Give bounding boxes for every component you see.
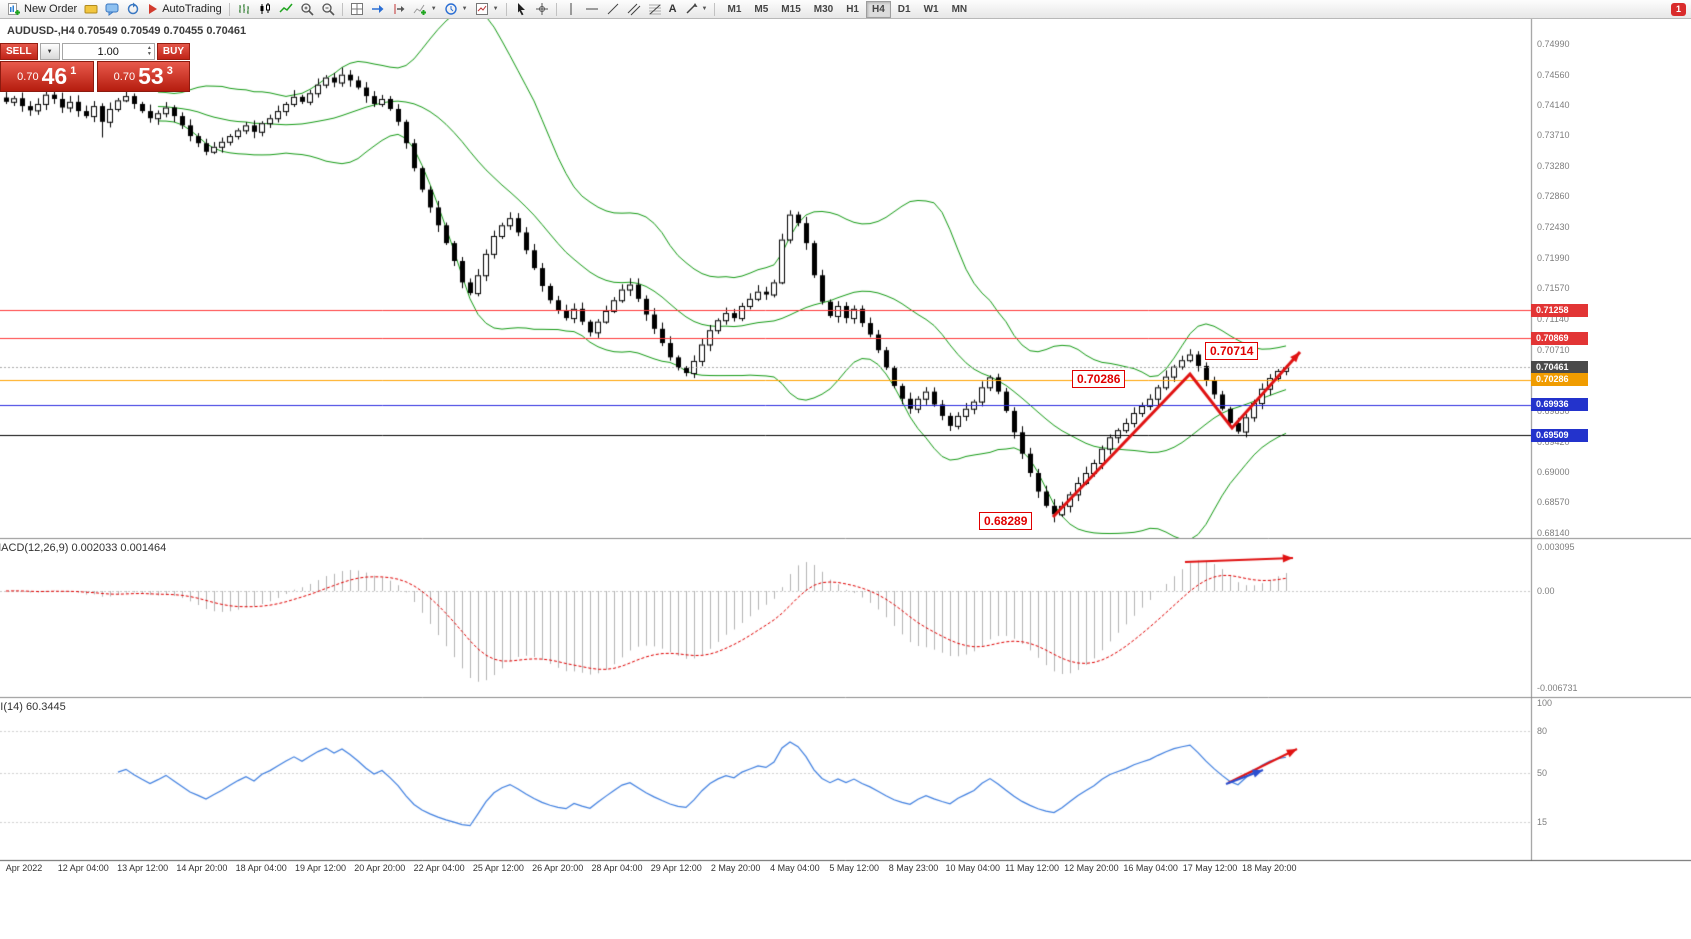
lot-stepper[interactable]: ▲ ▼ — [146, 45, 152, 57]
toolbar-separator — [341, 2, 343, 16]
sell-price-pipette: 1 — [70, 64, 77, 77]
timeframe-m5-button[interactable]: M5 — [754, 3, 769, 15]
zoom-out-icon[interactable] — [318, 1, 338, 18]
new-order-label: New Order — [24, 3, 78, 15]
buy-button[interactable]: BUY — [156, 43, 190, 60]
tile-windows-icon[interactable] — [347, 1, 367, 18]
timeframe-m30-button[interactable]: M30 — [813, 3, 834, 15]
chevron-down-icon: ▼ — [701, 6, 708, 12]
autotrading-icon — [147, 3, 159, 15]
new-order-button[interactable]: New Order — [4, 1, 80, 18]
buy-price-big: 53 — [138, 63, 164, 89]
autotrading-button[interactable]: AutoTrading — [144, 1, 225, 18]
timeframe-m15-button[interactable]: M15 — [781, 3, 801, 15]
auto-scroll-icon[interactable] — [368, 1, 388, 18]
price-annotation-box[interactable]: 0.70714 — [1205, 342, 1259, 360]
buy-price-pipette: 3 — [166, 64, 173, 77]
timeframe-m1-button[interactable]: M1 — [727, 3, 742, 15]
trendline-icon[interactable] — [603, 1, 623, 18]
sell-button[interactable]: SELL — [0, 43, 38, 60]
news-icon[interactable] — [81, 1, 101, 18]
order-type-dropdown[interactable]: ▼ — [39, 43, 60, 60]
templates-icon[interactable]: ▼ — [472, 1, 502, 18]
toolbar-separator — [228, 2, 230, 16]
timeframe-mn-button[interactable]: MN — [951, 3, 968, 15]
sell-price-big: 46 — [41, 63, 68, 89]
refresh-icon[interactable] — [123, 1, 143, 18]
sell-price-button[interactable]: 0.70 46 1 — [0, 61, 94, 92]
timeframe-d1-button[interactable]: D1 — [897, 3, 911, 15]
autotrading-label: AutoTrading — [162, 3, 222, 15]
channel-icon[interactable] — [624, 1, 644, 18]
macd-indicator-label: MACD(12,26,9) 0.002033 0.001464 — [0, 542, 167, 554]
buy-price-prefix: 0.70 — [113, 70, 136, 83]
buy-price-button[interactable]: 0.70 53 3 — [96, 61, 190, 92]
chart-ohlc-title: AUDUSD-,H4 0.70549 0.70549 0.70455 0.704… — [7, 25, 247, 37]
timeframe-h1-button[interactable]: H1 — [846, 3, 859, 15]
cursor-icon[interactable] — [511, 1, 531, 18]
toolbar-separator — [555, 2, 557, 16]
trade-panel-top-row: SELL ▼ 1.00 ▲ ▼ BUY — [0, 43, 190, 60]
text-icon[interactable]: A — [668, 3, 677, 15]
timeframe-h4-button[interactable]: H4 — [866, 0, 891, 18]
new-order-icon — [7, 2, 21, 16]
price-annotation-box[interactable]: 0.70286 — [1072, 370, 1126, 388]
notification-badge[interactable]: 1 — [1671, 3, 1686, 16]
lot-size-field[interactable]: 1.00 ▲ ▼ — [61, 43, 155, 60]
toolbar-separator — [505, 2, 507, 16]
shapes-icon[interactable]: ▼ — [681, 1, 711, 18]
vertical-line-icon[interactable] — [561, 1, 581, 18]
bar-chart-icon[interactable] — [234, 1, 254, 18]
chevron-down-icon: ▼ — [430, 6, 437, 12]
sell-price-prefix: 0.70 — [17, 70, 39, 83]
chevron-down-icon: ▼ — [492, 6, 499, 12]
zoom-in-icon[interactable] — [297, 1, 317, 18]
toolbar: New Order AutoTrading ▼ ▼ ▼ A ▼ M1 M5 M15 M… — [0, 0, 1691, 19]
trade-panel-price-row: 0.70 46 1 0.70 53 3 — [0, 61, 190, 92]
one-click-trading-panel: SELL ▼ 1.00 ▲ ▼ BUY 0.70 46 1 0.70 53 3 — [0, 43, 190, 92]
lot-size-value: 1.00 — [97, 45, 119, 58]
horizontal-line-icon[interactable] — [582, 1, 602, 18]
fibonacci-icon[interactable] — [645, 1, 665, 18]
timeframe-w1-button[interactable]: W1 — [923, 3, 939, 15]
timeframe-toolbar: M1 M5 M15 M30 H1 H4 D1 W1 MN — [721, 0, 973, 18]
indicators-icon[interactable]: ▼ — [410, 1, 440, 18]
rsi-indicator-label: RSI(14) 60.3445 — [0, 701, 66, 713]
chevron-down-icon: ▼ — [461, 6, 468, 12]
chart-canvas[interactable] — [0, 19, 1691, 939]
price-annotation-box[interactable]: 0.68289 — [979, 512, 1033, 530]
line-chart-icon[interactable] — [276, 1, 296, 18]
chat-icon[interactable] — [102, 1, 122, 18]
candlestick-icon[interactable] — [255, 1, 275, 18]
toolbar-separator — [714, 2, 716, 16]
crosshair-icon[interactable] — [532, 1, 552, 18]
periods-icon[interactable]: ▼ — [441, 1, 471, 18]
chart-shift-icon[interactable] — [389, 1, 409, 18]
